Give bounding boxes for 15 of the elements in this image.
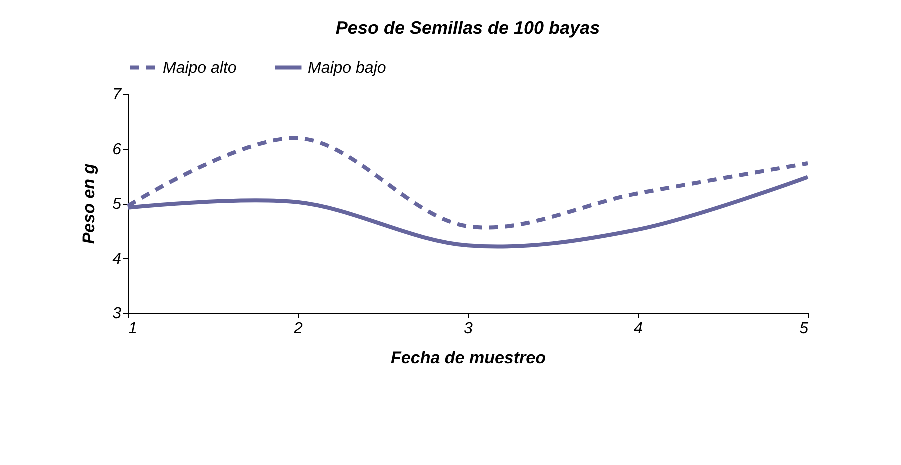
legend-label: Maipo alto [163, 60, 237, 77]
x-axis-title: Fecha de muestreo [391, 348, 546, 368]
y-tick-label: 3 [112, 306, 122, 322]
x-tick-label: 5 [800, 320, 809, 338]
y-tick-label: 7 [112, 86, 123, 104]
x-tick-label: 3 [464, 320, 474, 338]
y-tick-label: 5 [112, 196, 122, 213]
legend-label: Maipo bajo [308, 60, 386, 77]
x-tick-label: 2 [293, 320, 304, 338]
y-tick-label: 4 [112, 250, 122, 268]
x-tick-label: 4 [634, 320, 644, 338]
chart-title: Peso de Semillas de 100 bayas [336, 18, 600, 38]
y-tick-label: 6 [112, 141, 122, 158]
y-axis-title: Peso en g [80, 163, 99, 244]
x-tick-label: 1 [128, 320, 138, 338]
